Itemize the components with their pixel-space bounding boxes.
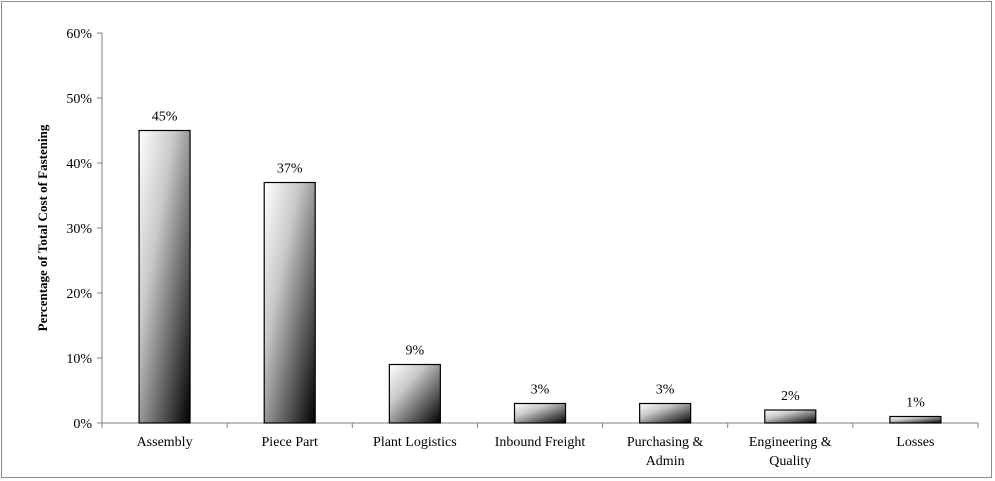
y-axis: 0% 10% 20% 30% 40% 50% 60%	[66, 27, 979, 432]
data-label: 1%	[906, 396, 925, 411]
x-tick-label: Engineering & Quality	[749, 435, 832, 469]
bar	[764, 409, 817, 424]
data-label: 3%	[656, 383, 675, 398]
y-tick-label: 10%	[66, 352, 92, 367]
y-axis-title: Percentage of Total Cost of Fastening	[35, 124, 50, 331]
bar	[639, 402, 692, 424]
x-tick-label: Purchasing & Admin	[627, 435, 704, 469]
bar	[388, 363, 441, 424]
y-tick-label: 60%	[66, 27, 92, 42]
bar	[263, 181, 316, 424]
data-label: 45%	[152, 110, 178, 125]
data-label: 3%	[531, 383, 550, 398]
x-tick-label: Assembly	[137, 435, 193, 450]
bars: 45% 37% 9% 3% 3% 2% 1%	[138, 110, 942, 424]
bar	[889, 415, 942, 424]
bar	[513, 402, 567, 424]
bar	[138, 129, 191, 424]
x-tick-label: Inbound Freight	[495, 435, 586, 450]
y-tick-label: 0%	[73, 417, 92, 432]
x-tick-label: Losses	[896, 435, 934, 450]
x-tick-label: Piece Part	[262, 435, 318, 450]
data-label: 2%	[781, 389, 800, 404]
y-tick-label: 50%	[66, 92, 92, 107]
y-tick-label: 30%	[66, 222, 92, 237]
y-tick-label: 20%	[66, 287, 92, 302]
y-tick-label: 40%	[66, 157, 92, 172]
data-label: 37%	[277, 162, 303, 177]
data-label: 9%	[406, 344, 425, 359]
x-axis-labels: Assembly Piece Part Plant Logistics Inbound…	[137, 435, 935, 469]
x-tick-label: Plant Logistics	[373, 435, 457, 450]
